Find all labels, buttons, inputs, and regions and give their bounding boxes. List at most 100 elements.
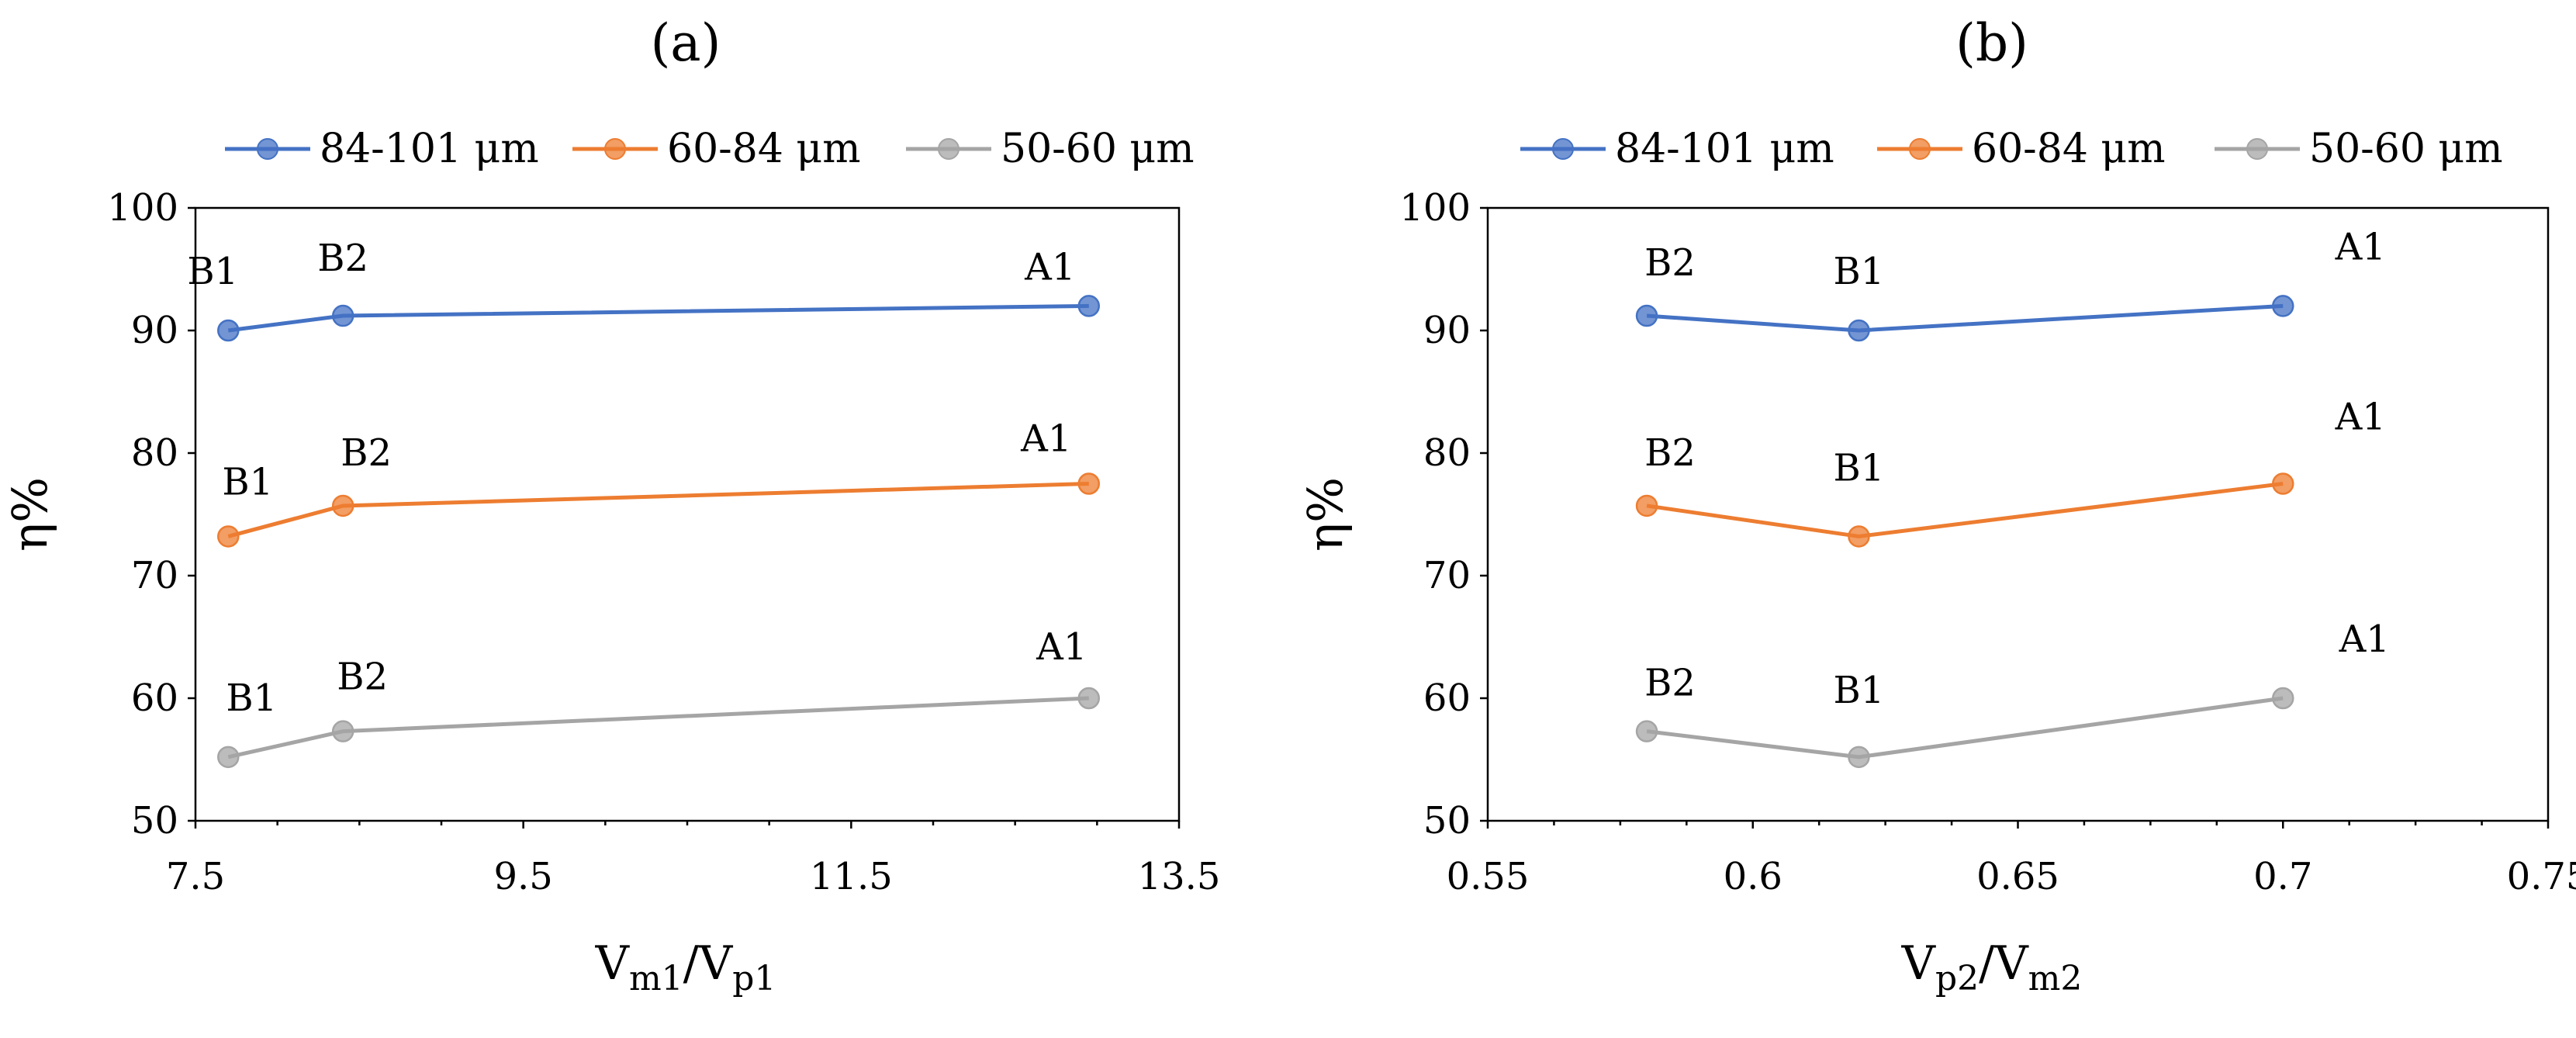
- x-tick-label: 0.65: [1976, 855, 2059, 898]
- series-60-84-m: B2 B1 A1: [1635, 396, 2386, 548]
- data-point: [1848, 319, 1870, 342]
- chart-panel-a: (a) 84-101 μm 60-84 μm 50-60 μm 50 60 70 80 90 10…: [2, 13, 1220, 998]
- x-tick-label: 0.55: [1447, 855, 1530, 898]
- x-axis-label-part: V: [595, 936, 631, 991]
- legend-marker: [1552, 138, 1574, 160]
- data-point: [1635, 304, 1658, 327]
- legend-item: 50-60 μm: [2215, 126, 2503, 172]
- point-label: B1: [222, 460, 273, 503]
- y-axis-label: η%: [2, 477, 58, 552]
- point-label: A1: [2335, 396, 2386, 439]
- series-line: [227, 482, 1089, 538]
- x-axis-label: Vp2/Vm2: [1901, 936, 2083, 998]
- data-point: [217, 525, 240, 548]
- series-line: [1646, 303, 2284, 333]
- data-point: [1077, 295, 1101, 317]
- y-tick-label: 100: [1399, 186, 1471, 230]
- data-point: [217, 319, 240, 342]
- data-point: [1077, 472, 1101, 495]
- y-tick-label: 90: [131, 309, 178, 352]
- x-axis-label-part: /V: [1979, 936, 2029, 991]
- legend-marker: [604, 138, 626, 160]
- point-label: A1: [2335, 225, 2386, 268]
- chart-panel-b: (b) 84-101 μm 60-84 μm 50-60 μm 50 60 70 80 90 10…: [1297, 13, 2576, 998]
- data-point: [2272, 472, 2294, 495]
- point-label: A1: [2339, 618, 2390, 661]
- chart-title: (b): [1955, 13, 2028, 73]
- x-axis-label-part: V: [1901, 936, 1937, 991]
- legend-marker: [1909, 138, 1931, 160]
- point-label: B2: [1644, 662, 1696, 705]
- point-label: B2: [337, 656, 388, 699]
- data-point: [1848, 525, 1870, 548]
- series-84-101-m: B1 B2 A1: [187, 237, 1101, 342]
- legend-label: 84-101 μm: [320, 126, 539, 172]
- series-60-84-m: B1 B2 A1: [217, 417, 1101, 548]
- point-label: B1: [1834, 446, 1885, 490]
- point-label: B2: [1644, 431, 1696, 475]
- x-tick-label: 9.5: [493, 855, 552, 898]
- chart-title: (a): [651, 13, 721, 73]
- legend-marker: [257, 138, 278, 160]
- y-axis-label: η%: [1297, 477, 1354, 552]
- point-label: B1: [226, 676, 277, 720]
- x-axis-label: Vm1/Vp1: [595, 936, 776, 998]
- x-tick-label: 13.5: [1138, 855, 1221, 898]
- y-tick-label: 100: [107, 186, 178, 230]
- data-point: [217, 746, 240, 769]
- y-tick-label: 60: [131, 676, 178, 720]
- point-label: B1: [187, 250, 238, 293]
- legend-label: 60-84 μm: [667, 126, 861, 172]
- x-tick-label: 11.5: [810, 855, 893, 898]
- point-label: A1: [1036, 625, 1087, 669]
- legend-label: 84-101 μm: [1615, 126, 1834, 172]
- point-label: B2: [341, 431, 392, 475]
- legend-item: 84-101 μm: [1520, 126, 1834, 172]
- legend-label: 50-60 μm: [2309, 126, 2503, 172]
- legend-item: 50-60 μm: [906, 126, 1195, 172]
- point-label: B1: [1834, 669, 1885, 712]
- data-point: [1635, 494, 1658, 517]
- legend-marker: [938, 138, 960, 160]
- series-50-60-m: B1 B2 A1: [217, 625, 1101, 769]
- legend-marker: [2246, 138, 2268, 160]
- x-tick-label: 7.5: [166, 855, 225, 898]
- data-point: [331, 494, 354, 517]
- series-line: [1646, 696, 2284, 759]
- data-point: [1635, 720, 1658, 742]
- x-axis-label-subscript: m2: [2028, 959, 2083, 998]
- y-tick-label: 90: [1423, 309, 1471, 352]
- point-label: A1: [1024, 245, 1075, 289]
- y-tick-label: 60: [1423, 676, 1471, 720]
- x-axis-label-subscript: p1: [732, 959, 776, 998]
- legend-item: 84-101 μm: [225, 126, 539, 172]
- series-50-60-m: B2 B1 A1: [1635, 618, 2390, 769]
- series-84-101-m: B2 B1 A1: [1635, 225, 2386, 342]
- y-tick-label: 50: [131, 799, 178, 843]
- data-point: [331, 304, 354, 327]
- x-tick-label: 0.7: [2253, 855, 2312, 898]
- x-axis-label-subscript: m1: [629, 959, 683, 998]
- y-tick-label: 80: [131, 431, 178, 475]
- x-tick-label: 0.75: [2507, 855, 2576, 898]
- data-point: [2272, 687, 2294, 710]
- series-line: [1646, 482, 2284, 538]
- x-tick-label: 0.6: [1724, 855, 1782, 898]
- legend-item: 60-84 μm: [1877, 126, 2166, 172]
- x-axis-label-part: /V: [683, 936, 734, 991]
- data-point: [1848, 746, 1870, 769]
- y-tick-label: 50: [1423, 799, 1471, 843]
- series-line: [227, 696, 1089, 759]
- point-label: B2: [1644, 241, 1696, 285]
- data-point: [1077, 687, 1101, 710]
- point-label: A1: [1020, 417, 1071, 461]
- point-label: B2: [317, 237, 368, 280]
- y-tick-label: 70: [1423, 554, 1471, 597]
- series-line: [227, 303, 1089, 333]
- data-point: [331, 720, 354, 742]
- y-tick-label: 70: [131, 554, 178, 597]
- point-label: B1: [1834, 250, 1885, 293]
- legend-label: 60-84 μm: [1972, 126, 2166, 172]
